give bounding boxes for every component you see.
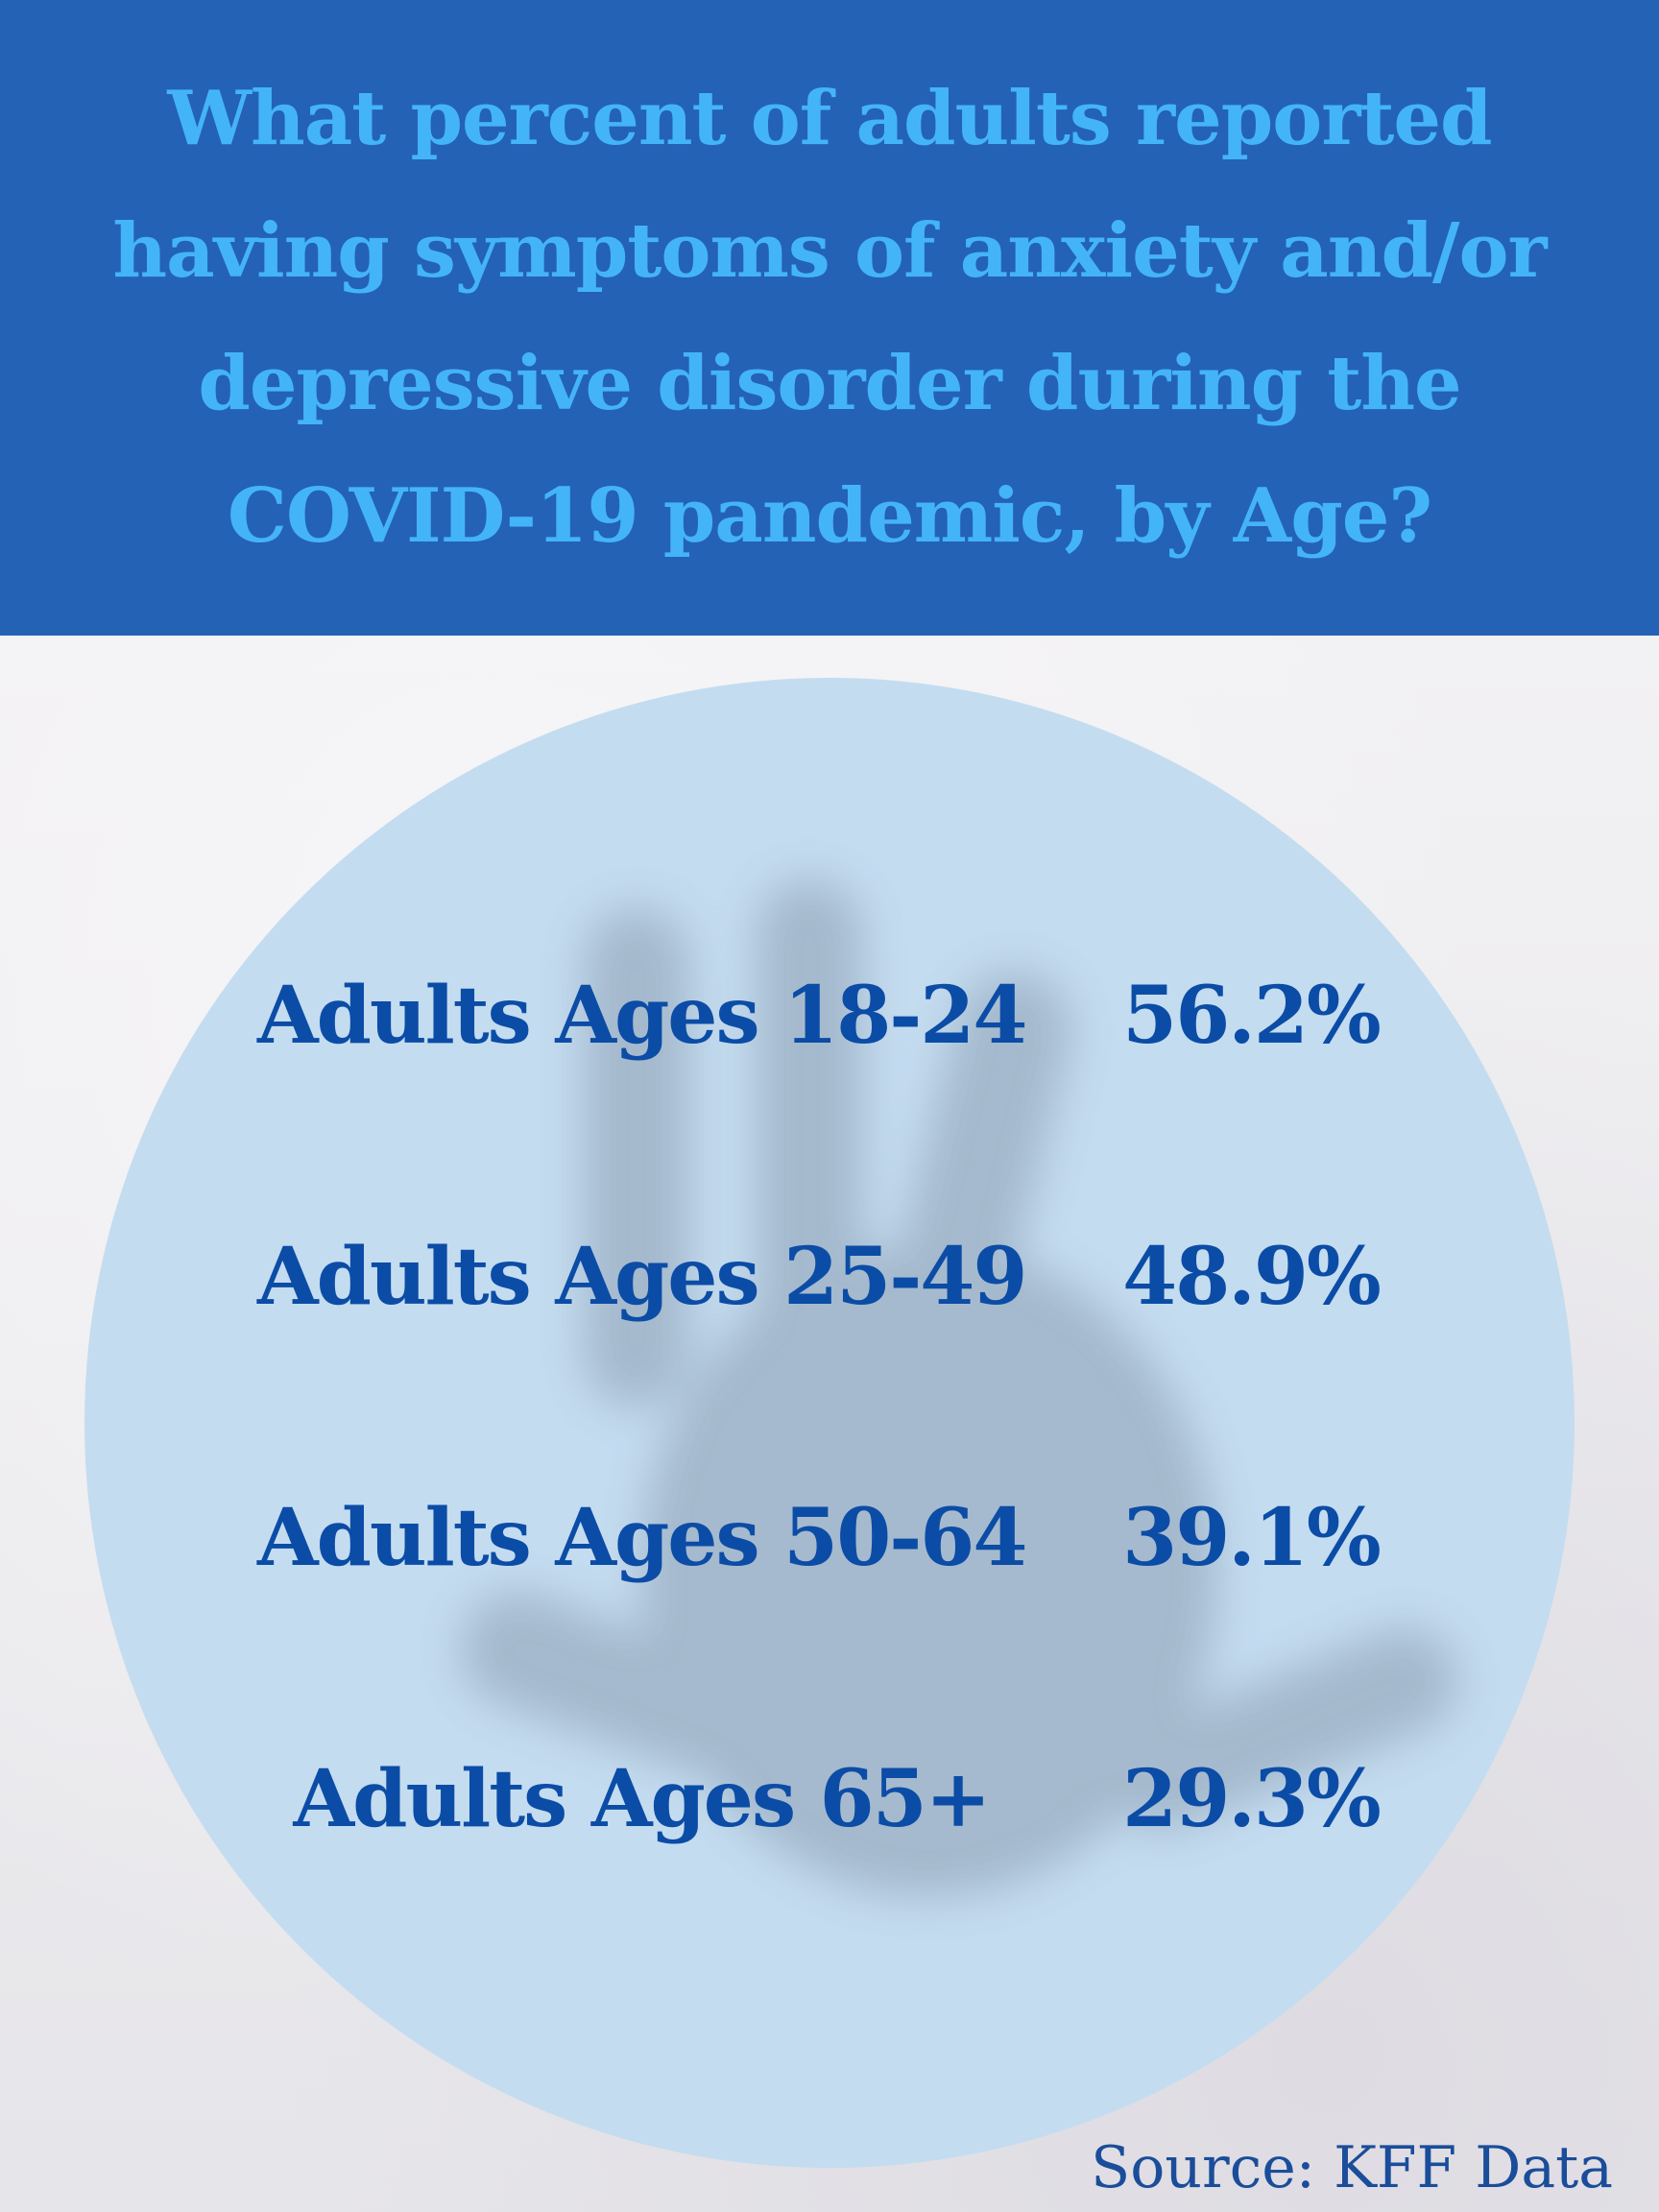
row-label: Adults Ages 25-49 — [257, 1231, 1027, 1323]
row-label: Adults Ages 65+ — [293, 1753, 992, 1845]
highlight-circle — [84, 678, 1575, 2168]
source-note: Source: KFF Data — [1091, 2134, 1613, 2201]
row-value: 56.2% — [1122, 970, 1382, 1062]
title-banner: What percent of adults reported having s… — [0, 0, 1659, 636]
hand-shadow-image — [461, 879, 1458, 1897]
row-label: Adults Ages 50-64 — [257, 1492, 1027, 1584]
row-value: 48.9% — [1122, 1231, 1382, 1323]
page-title: What percent of adults reported having s… — [112, 75, 1547, 560]
row-value: 29.3% — [1122, 1753, 1382, 1845]
row-value: 39.1% — [1122, 1492, 1382, 1584]
row-label: Adults Ages 18-24 — [257, 970, 1027, 1062]
